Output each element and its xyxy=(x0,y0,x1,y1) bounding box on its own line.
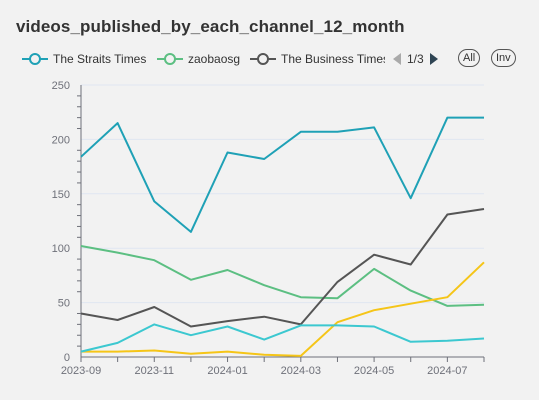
legend-item-zaobaosg[interactable]: zaobaosg xyxy=(157,50,240,68)
x-tick-label: 2024-03 xyxy=(281,365,321,377)
x-tick-label: 2024-05 xyxy=(354,365,394,377)
legend-swatch-line-icon xyxy=(250,53,276,65)
y-tick-label: 200 xyxy=(52,134,70,146)
pager-prev-icon[interactable] xyxy=(391,52,403,66)
pager-next-icon[interactable] xyxy=(428,52,440,66)
y-tick-label: 0 xyxy=(64,352,70,364)
x-tick-label: 2024-07 xyxy=(427,365,467,377)
legend-label: The Business Times xyxy=(281,52,385,66)
legend-item-business-times[interactable]: The Business Times xyxy=(250,50,385,68)
inverse-selection-button[interactable]: Inv xyxy=(491,49,516,67)
series-line-1 xyxy=(80,245,485,307)
series-line-2 xyxy=(80,208,485,328)
y-tick-label: 100 xyxy=(52,243,70,255)
series-line-0 xyxy=(80,116,484,233)
grid xyxy=(81,84,484,304)
series-line-4 xyxy=(80,323,485,353)
legend-item-straits-times[interactable]: The Straits Times xyxy=(22,50,146,68)
y-tick-label: 150 xyxy=(52,189,70,201)
select-all-button[interactable]: All xyxy=(458,49,481,67)
y-tick-label: 250 xyxy=(52,80,70,92)
legend-swatch-line-icon xyxy=(22,53,48,65)
x-tick-label: 2023-11 xyxy=(134,365,174,377)
legend-swatch-line-icon xyxy=(157,53,183,65)
axes: 0 50 100 150 200 250 2023-09 2023-11 2024-01 2024… xyxy=(52,80,485,377)
x-tick-label: 2024-01 xyxy=(207,365,247,377)
legend-label: zaobaosg xyxy=(188,52,241,66)
x-tick-label: 2023-09 xyxy=(61,365,101,377)
legend-pager: 1/3 xyxy=(391,51,440,67)
chart-title: videos_published_by_each_channel_12_mont… xyxy=(16,17,405,36)
series xyxy=(80,116,485,357)
y-tick-label: 50 xyxy=(58,298,70,310)
pager-page-indicator: 1/3 xyxy=(407,52,424,66)
legend-label: The Straits Times xyxy=(53,52,147,66)
series-line-3 xyxy=(81,261,485,357)
